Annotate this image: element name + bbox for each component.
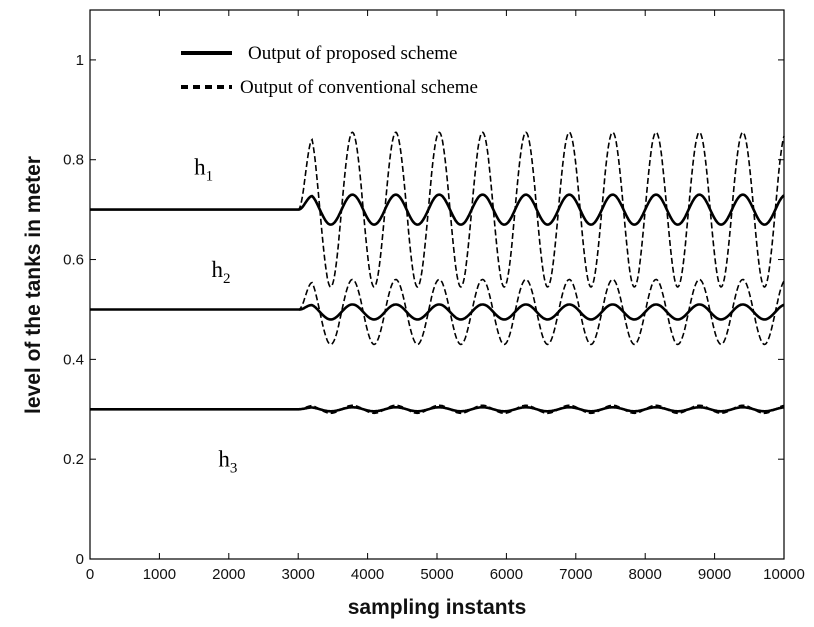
x-tick-label: 4000	[351, 566, 384, 583]
annotation-h3: h3	[218, 447, 237, 477]
y-tick-label: 0.2	[63, 451, 84, 468]
y-axis-label: level of the tanks in meter	[22, 156, 45, 414]
series-line-h3-conventional	[90, 404, 785, 415]
annotation-h1: h1	[194, 155, 213, 185]
x-tick-label: 7000	[559, 566, 592, 583]
series-line-h2-conventional	[90, 278, 785, 346]
legend: Output of proposed scheme Output of conv…	[181, 43, 478, 98]
x-tick-label: 8000	[629, 566, 662, 583]
legend-label-proposed: Output of proposed scheme	[248, 43, 457, 64]
series-line-h1-proposed	[90, 193, 785, 226]
ticks-layer: 0 1000 2000 3000 4000 5000 6000 7000 8000 9000 100…	[63, 10, 805, 583]
x-tick-label: 3000	[282, 566, 315, 583]
y-tick-label: 0.8	[63, 152, 84, 169]
x-tick-label: 10000	[763, 566, 805, 583]
x-tick-label: 1000	[143, 566, 176, 583]
series-line-h3-proposed	[90, 406, 784, 413]
annotation-h2: h2	[211, 257, 230, 287]
x-tick-label: 0	[86, 566, 94, 583]
series-layer	[90, 131, 785, 415]
annotation-layer: h1 h2 h3	[194, 155, 237, 477]
y-tick-label: 0.6	[63, 252, 84, 269]
series-line-h2-proposed	[90, 303, 785, 321]
legend-label-conventional: Output of conventional scheme	[240, 77, 478, 98]
series-line-h1-conventional	[90, 131, 785, 288]
x-tick-label: 5000	[420, 566, 453, 583]
x-tick-label: 2000	[212, 566, 245, 583]
plot-area	[90, 10, 784, 559]
x-tick-label: 9000	[698, 566, 731, 583]
y-tick-label: 0.4	[63, 351, 84, 368]
x-tick-label: 6000	[490, 566, 523, 583]
x-axis-label: sampling instants	[348, 596, 527, 619]
y-tick-label: 0	[76, 551, 84, 568]
y-tick-label: 1	[76, 52, 84, 69]
